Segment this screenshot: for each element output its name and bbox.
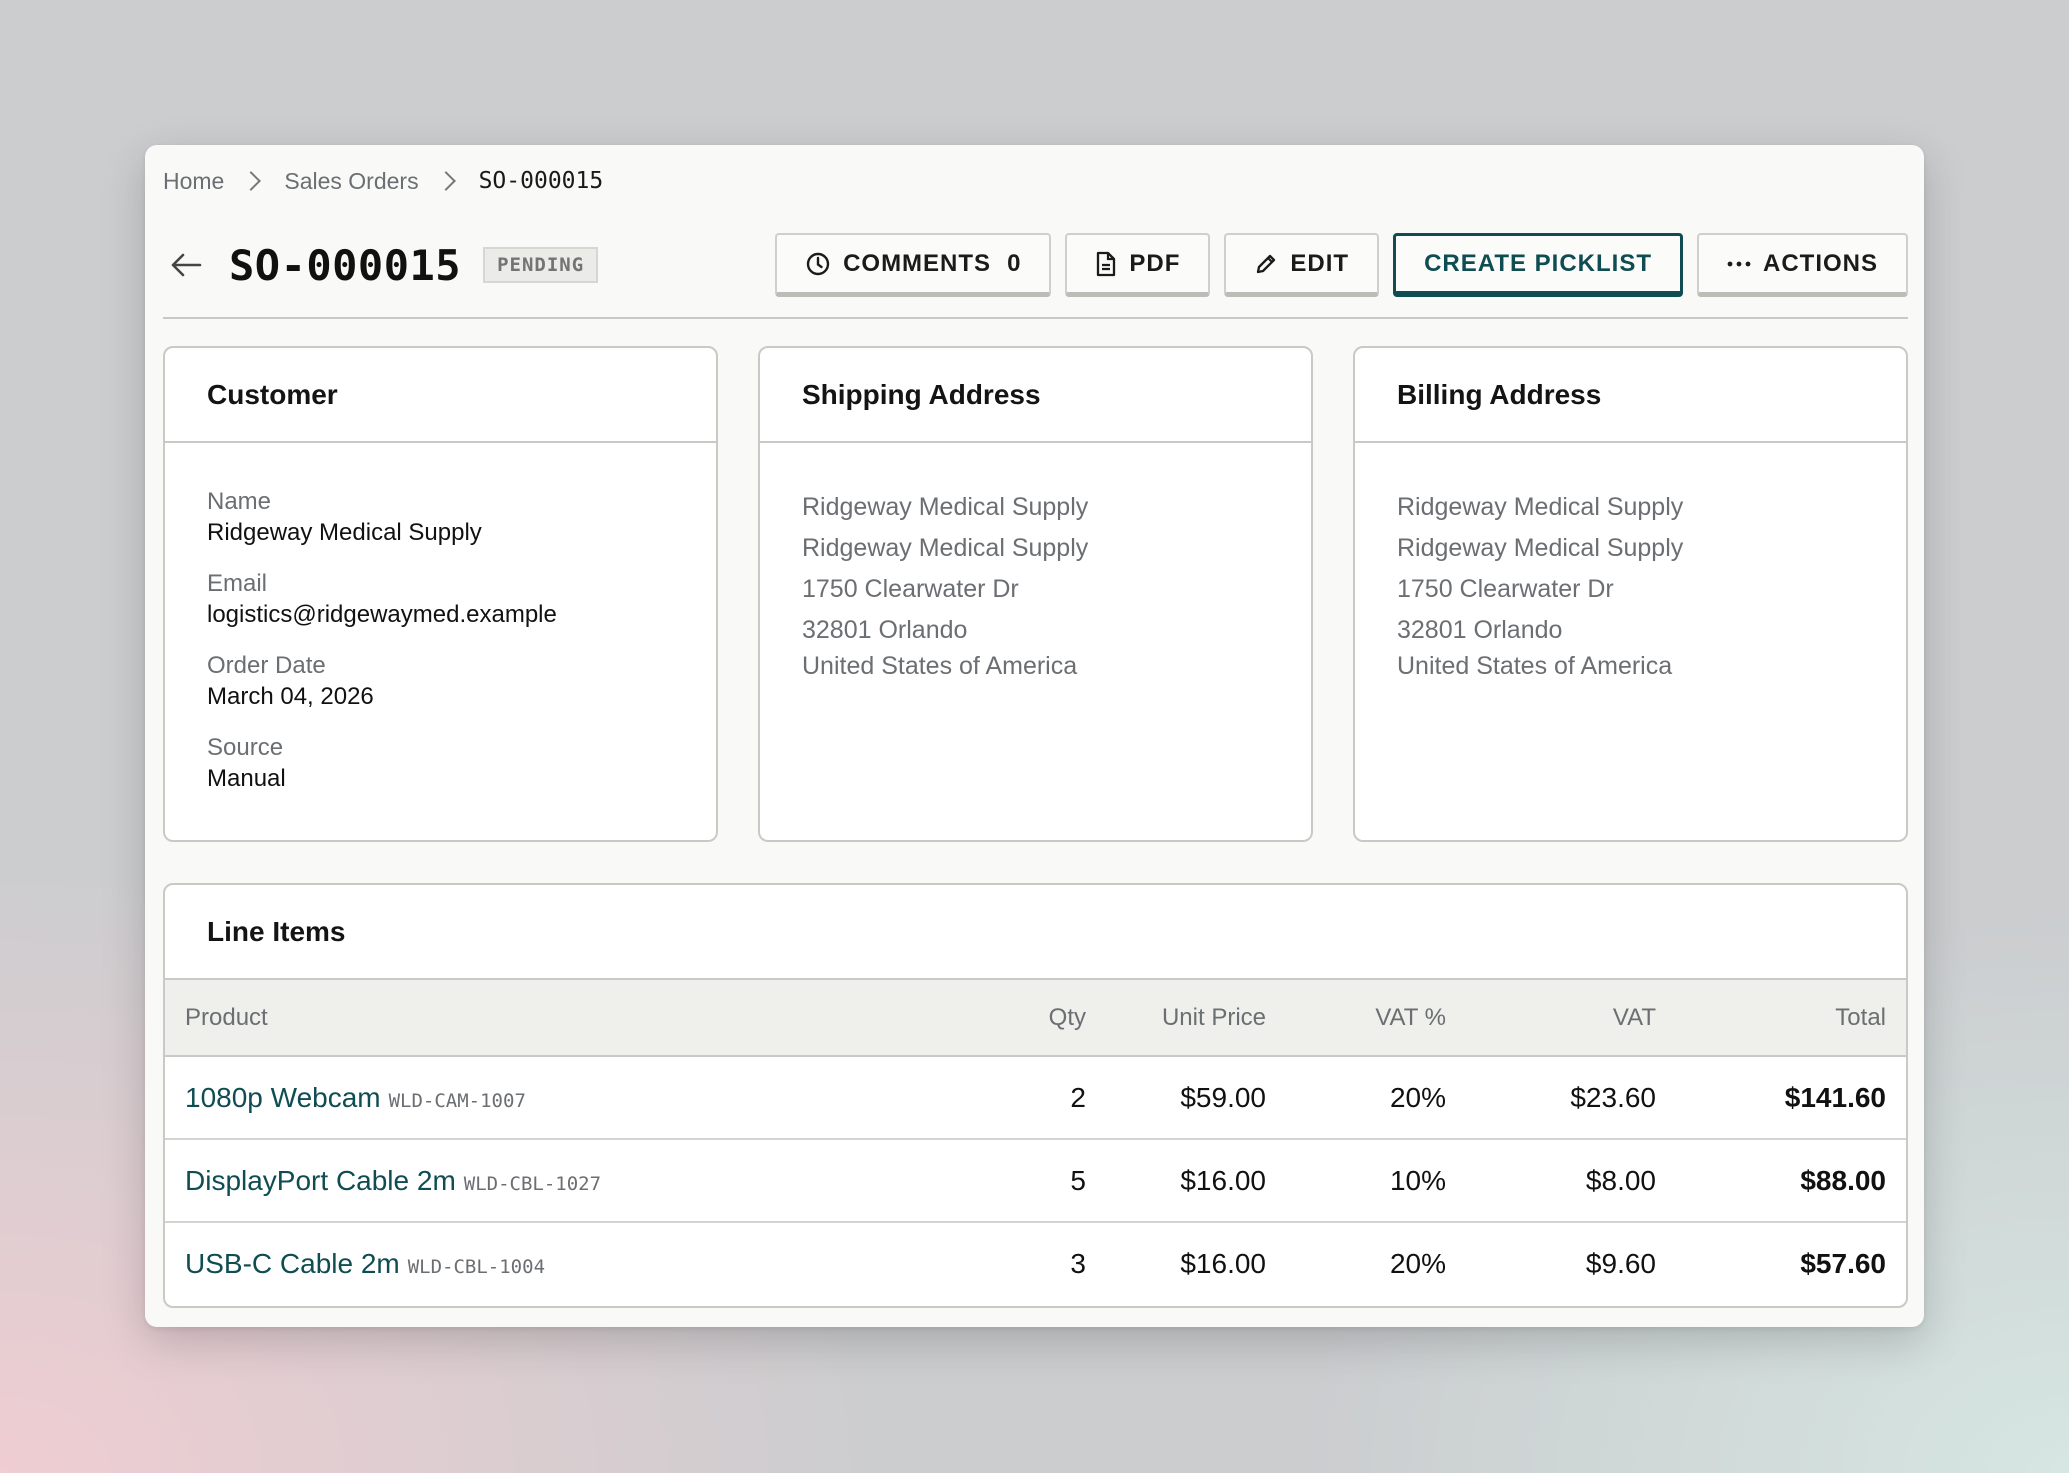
breadcrumb-sales-orders[interactable]: Sales Orders — [284, 167, 419, 194]
cell-total: $88.00 — [1676, 1138, 1906, 1222]
table-row: 1080p Webcam WLD-CAM-1007 2 $59.00 20% $2… — [165, 1056, 1906, 1139]
header-actions: COMMENTS 0 PDF EDIT CREATE PICKLIST — [775, 233, 1908, 297]
create-picklist-button[interactable]: CREATE PICKLIST — [1393, 233, 1683, 297]
header-divider — [163, 317, 1908, 319]
product-link[interactable]: 1080p Webcam — [185, 1081, 381, 1113]
actions-label: ACTIONS — [1763, 249, 1878, 277]
cell-total: $141.60 — [1784, 1081, 1886, 1113]
col-product: Product — [165, 980, 946, 1057]
pdf-button[interactable]: PDF — [1065, 233, 1211, 297]
edit-label: EDIT — [1290, 249, 1350, 277]
comments-count: 0 — [1007, 249, 1022, 277]
cell-vat-pct: 10% — [1286, 1138, 1466, 1222]
breadcrumb-current: SO-000015 — [478, 168, 604, 194]
breadcrumb-home[interactable]: Home — [163, 167, 225, 194]
back-arrow-icon — [171, 253, 202, 277]
cell-qty: 3 — [946, 1221, 1106, 1305]
shipping-line: Ridgeway Medical Supply — [802, 493, 1089, 521]
product-link[interactable]: DisplayPort Cable 2m — [185, 1164, 456, 1196]
product-sku: WLD-CBL-1004 — [407, 1256, 546, 1278]
customer-card: Customer Name Ridgeway Medical Supply Em… — [163, 346, 718, 842]
cell-vat-pct: 20% — [1389, 1081, 1446, 1113]
comments-label: COMMENTS — [843, 249, 992, 277]
email-label: Email — [207, 570, 268, 597]
billing-line: Ridgeway Medical Supply — [1397, 534, 1684, 562]
cell-vat: $23.60 — [1570, 1081, 1656, 1113]
edit-button[interactable]: EDIT — [1224, 233, 1380, 297]
chevron-right-icon — [241, 171, 262, 191]
shipping-heading: Shipping Address — [760, 348, 1311, 443]
billing-heading: Billing Address — [1355, 348, 1906, 443]
create-picklist-label: CREATE PICKLIST — [1424, 249, 1652, 277]
line-items-card: Line Items Product Qty Unit Price VAT % … — [163, 883, 1908, 1308]
billing-line: 1750 Clearwater Dr — [1397, 575, 1614, 603]
name-label: Name — [207, 488, 272, 515]
order-date-label: Order Date — [207, 652, 326, 679]
table-header-row: Product Qty Unit Price VAT % VAT Total — [165, 980, 1906, 1057]
clock-icon — [806, 252, 830, 275]
status-badge: PENDING — [483, 247, 599, 283]
cell-qty: 2 — [1070, 1081, 1086, 1113]
pencil-icon — [1257, 254, 1276, 273]
document-icon — [1097, 251, 1116, 276]
source-label: Source — [207, 734, 284, 761]
col-vat: VAT — [1466, 980, 1676, 1057]
table-row: DisplayPort Cable 2m WLD-CBL-1027 5 $16.0… — [165, 1138, 1906, 1222]
order-window: Home Sales Orders SO-000015 SO-000015 PE… — [145, 145, 1924, 1327]
customer-name: Ridgeway Medical Supply — [207, 519, 482, 546]
order-source: Manual — [207, 765, 286, 792]
line-items-table: Product Qty Unit Price VAT % VAT Total 1… — [165, 980, 1906, 1305]
cell-total: $57.60 — [1676, 1221, 1906, 1305]
billing-line: 32801 Orlando — [1397, 616, 1563, 644]
actions-menu-button[interactable]: ACTIONS — [1697, 233, 1908, 297]
cell-unit-price: $16.00 — [1106, 1138, 1286, 1222]
col-unit-price: Unit Price — [1106, 980, 1286, 1057]
product-link[interactable]: USB-C Cable 2m — [185, 1248, 400, 1279]
cell-vat-pct: 20% — [1286, 1221, 1466, 1305]
customer-email: logistics@ridgewaymed.example — [207, 601, 557, 628]
cell-vat: $9.60 — [1466, 1221, 1676, 1305]
chevron-right-icon — [435, 171, 456, 191]
shipping-address-card: Shipping Address Ridgeway Medical Supply… — [758, 346, 1313, 842]
shipping-line: 1750 Clearwater Dr — [802, 575, 1019, 603]
pdf-label: PDF — [1129, 249, 1181, 277]
cell-qty: 5 — [946, 1138, 1106, 1222]
product-sku: WLD-CBL-1027 — [463, 1172, 602, 1195]
page-header: SO-000015 PENDING COMMENTS 0 PDF — [163, 225, 1908, 305]
shipping-line: 32801 Orlando — [802, 616, 968, 644]
line-items-heading: Line Items — [165, 885, 1906, 980]
info-cards: Customer Name Ridgeway Medical Supply Em… — [163, 346, 1908, 842]
page-title: SO-000015 — [229, 240, 462, 290]
cell-unit-price: $59.00 — [1180, 1081, 1266, 1113]
more-dots-icon — [1727, 261, 1751, 266]
billing-line: Ridgeway Medical Supply — [1397, 493, 1684, 521]
col-qty: Qty — [946, 980, 1106, 1057]
billing-address-card: Billing Address Ridgeway Medical Supply … — [1353, 346, 1908, 842]
product-sku: WLD-CAM-1007 — [388, 1089, 526, 1112]
cell-vat: $8.00 — [1466, 1138, 1676, 1222]
comments-button[interactable]: COMMENTS 0 — [775, 233, 1052, 297]
shipping-line: United States of America — [802, 652, 1078, 680]
cell-unit-price: $16.00 — [1106, 1221, 1286, 1305]
table-row: USB-C Cable 2m WLD-CBL-1004 3 $16.00 20% … — [165, 1221, 1906, 1305]
shipping-line: Ridgeway Medical Supply — [802, 534, 1089, 562]
col-total: Total — [1676, 980, 1906, 1057]
order-date: March 04, 2026 — [207, 683, 374, 710]
back-button[interactable] — [163, 242, 209, 288]
breadcrumb: Home Sales Orders SO-000015 — [163, 163, 603, 199]
customer-heading: Customer — [165, 348, 716, 443]
col-vat-pct: VAT % — [1286, 980, 1466, 1057]
billing-line: United States of America — [1397, 652, 1673, 680]
